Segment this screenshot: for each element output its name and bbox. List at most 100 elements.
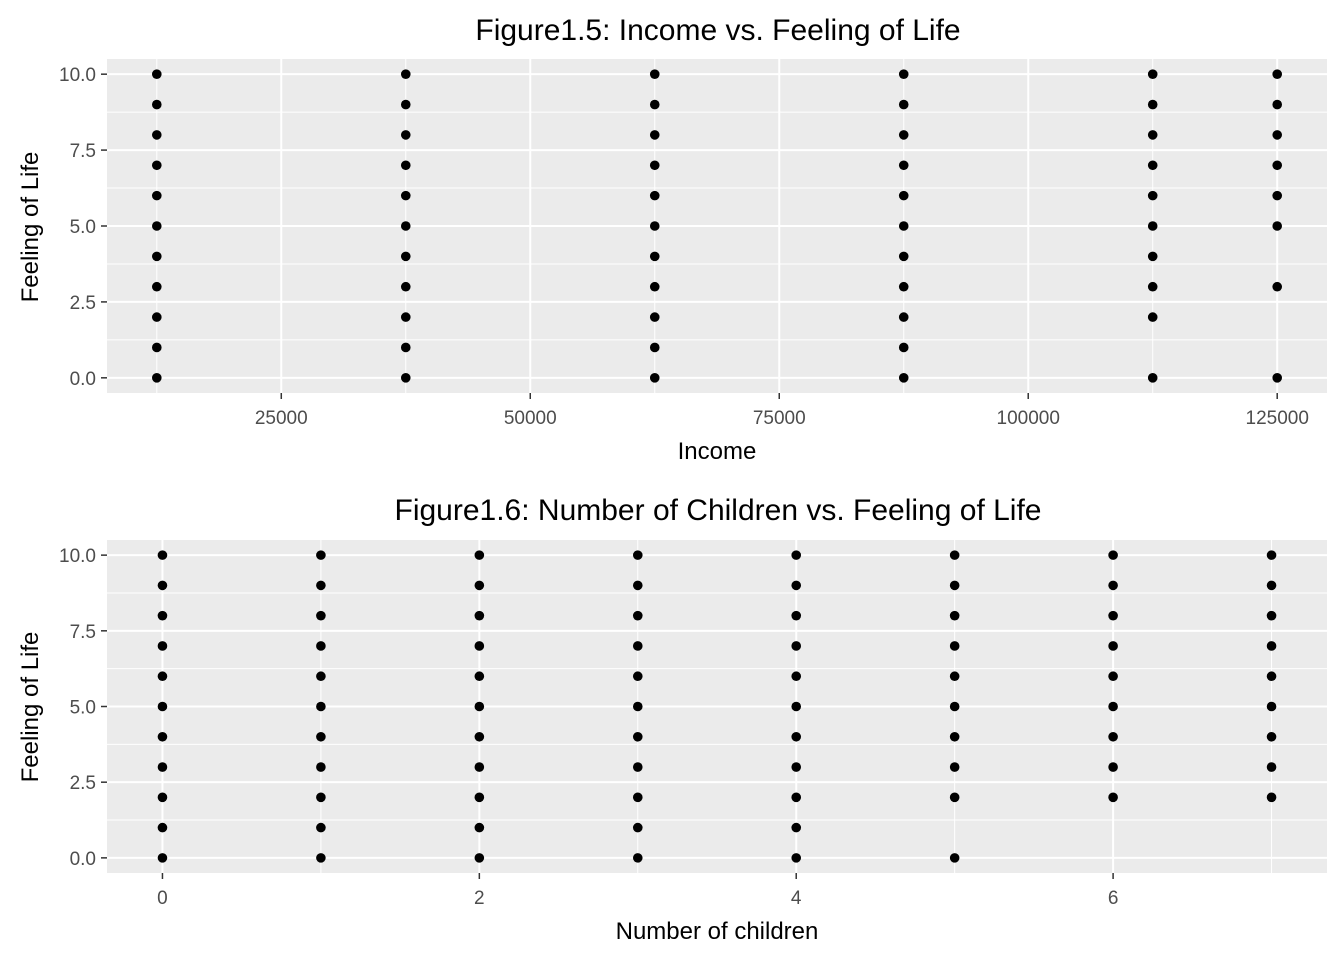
data-point — [949, 610, 960, 621]
data-point — [632, 610, 643, 621]
data-point — [898, 312, 909, 322]
data-point — [474, 822, 485, 833]
x-tick-label: 25000 — [255, 408, 308, 429]
data-point — [632, 701, 643, 712]
data-point — [316, 671, 326, 682]
data-point — [632, 731, 643, 742]
data-point — [791, 550, 802, 560]
data-point — [898, 342, 909, 353]
data-point — [1108, 610, 1118, 621]
data-point — [151, 69, 162, 79]
data-point — [316, 822, 326, 833]
y-tick-label: 7.5 — [70, 622, 96, 643]
data-point — [474, 701, 485, 712]
data-point — [1272, 221, 1283, 231]
y-tick-label: 2.5 — [70, 293, 96, 314]
data-point — [474, 731, 485, 742]
data-point — [151, 281, 162, 292]
data-point — [1108, 580, 1118, 591]
data-point — [1108, 671, 1118, 682]
data-point — [1147, 130, 1158, 140]
data-point — [1147, 99, 1158, 110]
data-point — [474, 671, 485, 682]
data-point — [157, 671, 168, 682]
data-point — [151, 190, 162, 201]
x-axis-label: Number of children — [616, 918, 819, 945]
data-point — [649, 221, 660, 231]
data-point — [1147, 281, 1158, 292]
data-point — [1266, 701, 1277, 712]
data-point — [949, 701, 960, 712]
data-point — [1147, 251, 1158, 262]
minor-grid — [107, 59, 1327, 393]
data-point — [1272, 160, 1283, 171]
chart-title: Figure1.6: Number of Children vs. Feelin… — [395, 494, 1042, 527]
data-point — [1108, 701, 1118, 712]
data-point — [1266, 641, 1277, 651]
data-point — [949, 641, 960, 651]
data-point — [632, 550, 643, 560]
data-point — [1272, 99, 1283, 110]
data-point — [157, 610, 168, 621]
data-point — [400, 190, 411, 201]
data-point — [474, 580, 485, 591]
x-axis-ticks: 25000 50000 75000 100000 125000 — [255, 393, 1309, 429]
y-axis-label: Feeling of Life — [17, 632, 44, 783]
data-point — [157, 731, 168, 742]
data-point — [1147, 160, 1158, 171]
data-point — [157, 853, 168, 863]
data-point — [649, 69, 660, 79]
data-point — [1108, 762, 1118, 772]
data-point — [649, 312, 660, 322]
data-point — [791, 580, 802, 591]
data-point — [649, 373, 660, 383]
major-grid — [107, 540, 1327, 873]
x-tick-label: 0 — [157, 888, 168, 909]
data-point — [400, 312, 411, 322]
data-point — [316, 792, 326, 803]
y-axis-ticks: 0.0 2.5 5.0 7.5 10.0 — [59, 65, 107, 390]
data-point — [898, 251, 909, 262]
data-point — [474, 762, 485, 772]
data-point — [151, 312, 162, 322]
data-point — [400, 281, 411, 292]
data-point — [898, 99, 909, 110]
data-point — [1147, 69, 1158, 79]
data-point — [791, 853, 802, 863]
data-point — [316, 853, 326, 863]
data-point — [1272, 130, 1283, 140]
data-point — [1147, 221, 1158, 231]
data-point — [157, 641, 168, 651]
data-point — [949, 792, 960, 803]
data-point — [316, 731, 326, 742]
data-point — [949, 762, 960, 772]
y-axis-ticks: 0.0 2.5 5.0 7.5 10.0 — [59, 546, 107, 870]
data-point — [157, 580, 168, 591]
data-point — [649, 342, 660, 353]
data-point — [1272, 190, 1283, 201]
data-point — [649, 99, 660, 110]
minor-grid — [107, 540, 1327, 873]
data-point — [151, 342, 162, 353]
data-point — [898, 69, 909, 79]
points — [157, 550, 1277, 863]
y-tick-label: 5.0 — [70, 698, 96, 719]
data-point — [632, 853, 643, 863]
data-point — [1147, 312, 1158, 322]
data-point — [316, 550, 326, 560]
data-point — [1266, 792, 1277, 803]
data-point — [649, 251, 660, 262]
data-point — [1108, 550, 1118, 560]
y-tick-label: 5.0 — [70, 217, 96, 238]
data-point — [400, 221, 411, 231]
data-point — [949, 731, 960, 742]
data-point — [791, 641, 802, 651]
data-point — [649, 160, 660, 171]
data-point — [1272, 373, 1283, 383]
data-point — [1266, 580, 1277, 591]
data-point — [898, 190, 909, 201]
data-point — [316, 610, 326, 621]
data-point — [1147, 190, 1158, 201]
y-tick-label: 10.0 — [59, 65, 96, 86]
data-point — [949, 580, 960, 591]
